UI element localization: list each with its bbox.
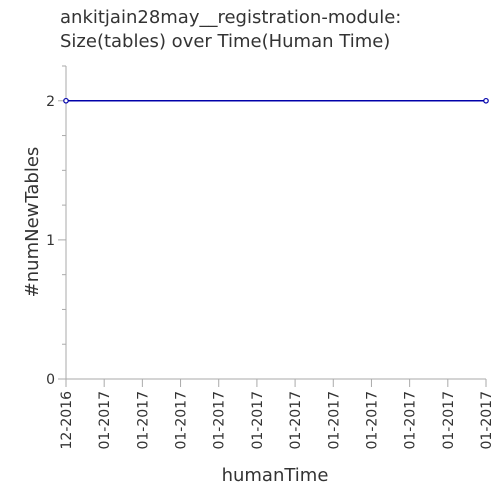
x-tick-label: 01-2017 [479,391,495,450]
y-tick-label: 1 [46,233,55,249]
y-axis-label: #numNewTables [22,147,43,298]
chart-title-line-1: ankitjain28may__registration-module: [60,7,402,28]
x-tick-label: 01-2017 [288,391,304,450]
x-tick-label: 01-2017 [135,391,151,450]
x-tick-label: 01-2017 [441,391,457,450]
chart-axes [65,66,486,380]
x-tick-label: 01-2017 [97,391,113,450]
x-axis-ticks: 12-2016 01-2017 01-2017 01-2017 01-2017 01-20… [59,379,495,450]
data-point [63,97,69,104]
y-tick-label: 2 [46,94,55,110]
chart-title-line-2: Size(tables) over Time(Human Time) [60,31,391,52]
x-axis-label: humanTime [222,465,329,486]
y-axis-ticks: 0 1 2 [46,65,66,388]
data-point [483,97,489,104]
y-tick-label: 0 [46,372,55,388]
x-tick-label: 12-2016 [59,391,75,450]
x-tick-label: 01-2017 [212,391,228,450]
x-tick-label: 01-2017 [250,391,266,450]
chart-series [63,97,489,104]
x-tick-label: 01-2017 [403,391,419,450]
x-tick-label: 01-2017 [174,391,190,450]
chart-title: ankitjain28may__registration-module: Siz… [60,6,490,54]
x-tick-label: 01-2017 [364,391,380,450]
x-tick-label: 01-2017 [326,391,342,450]
